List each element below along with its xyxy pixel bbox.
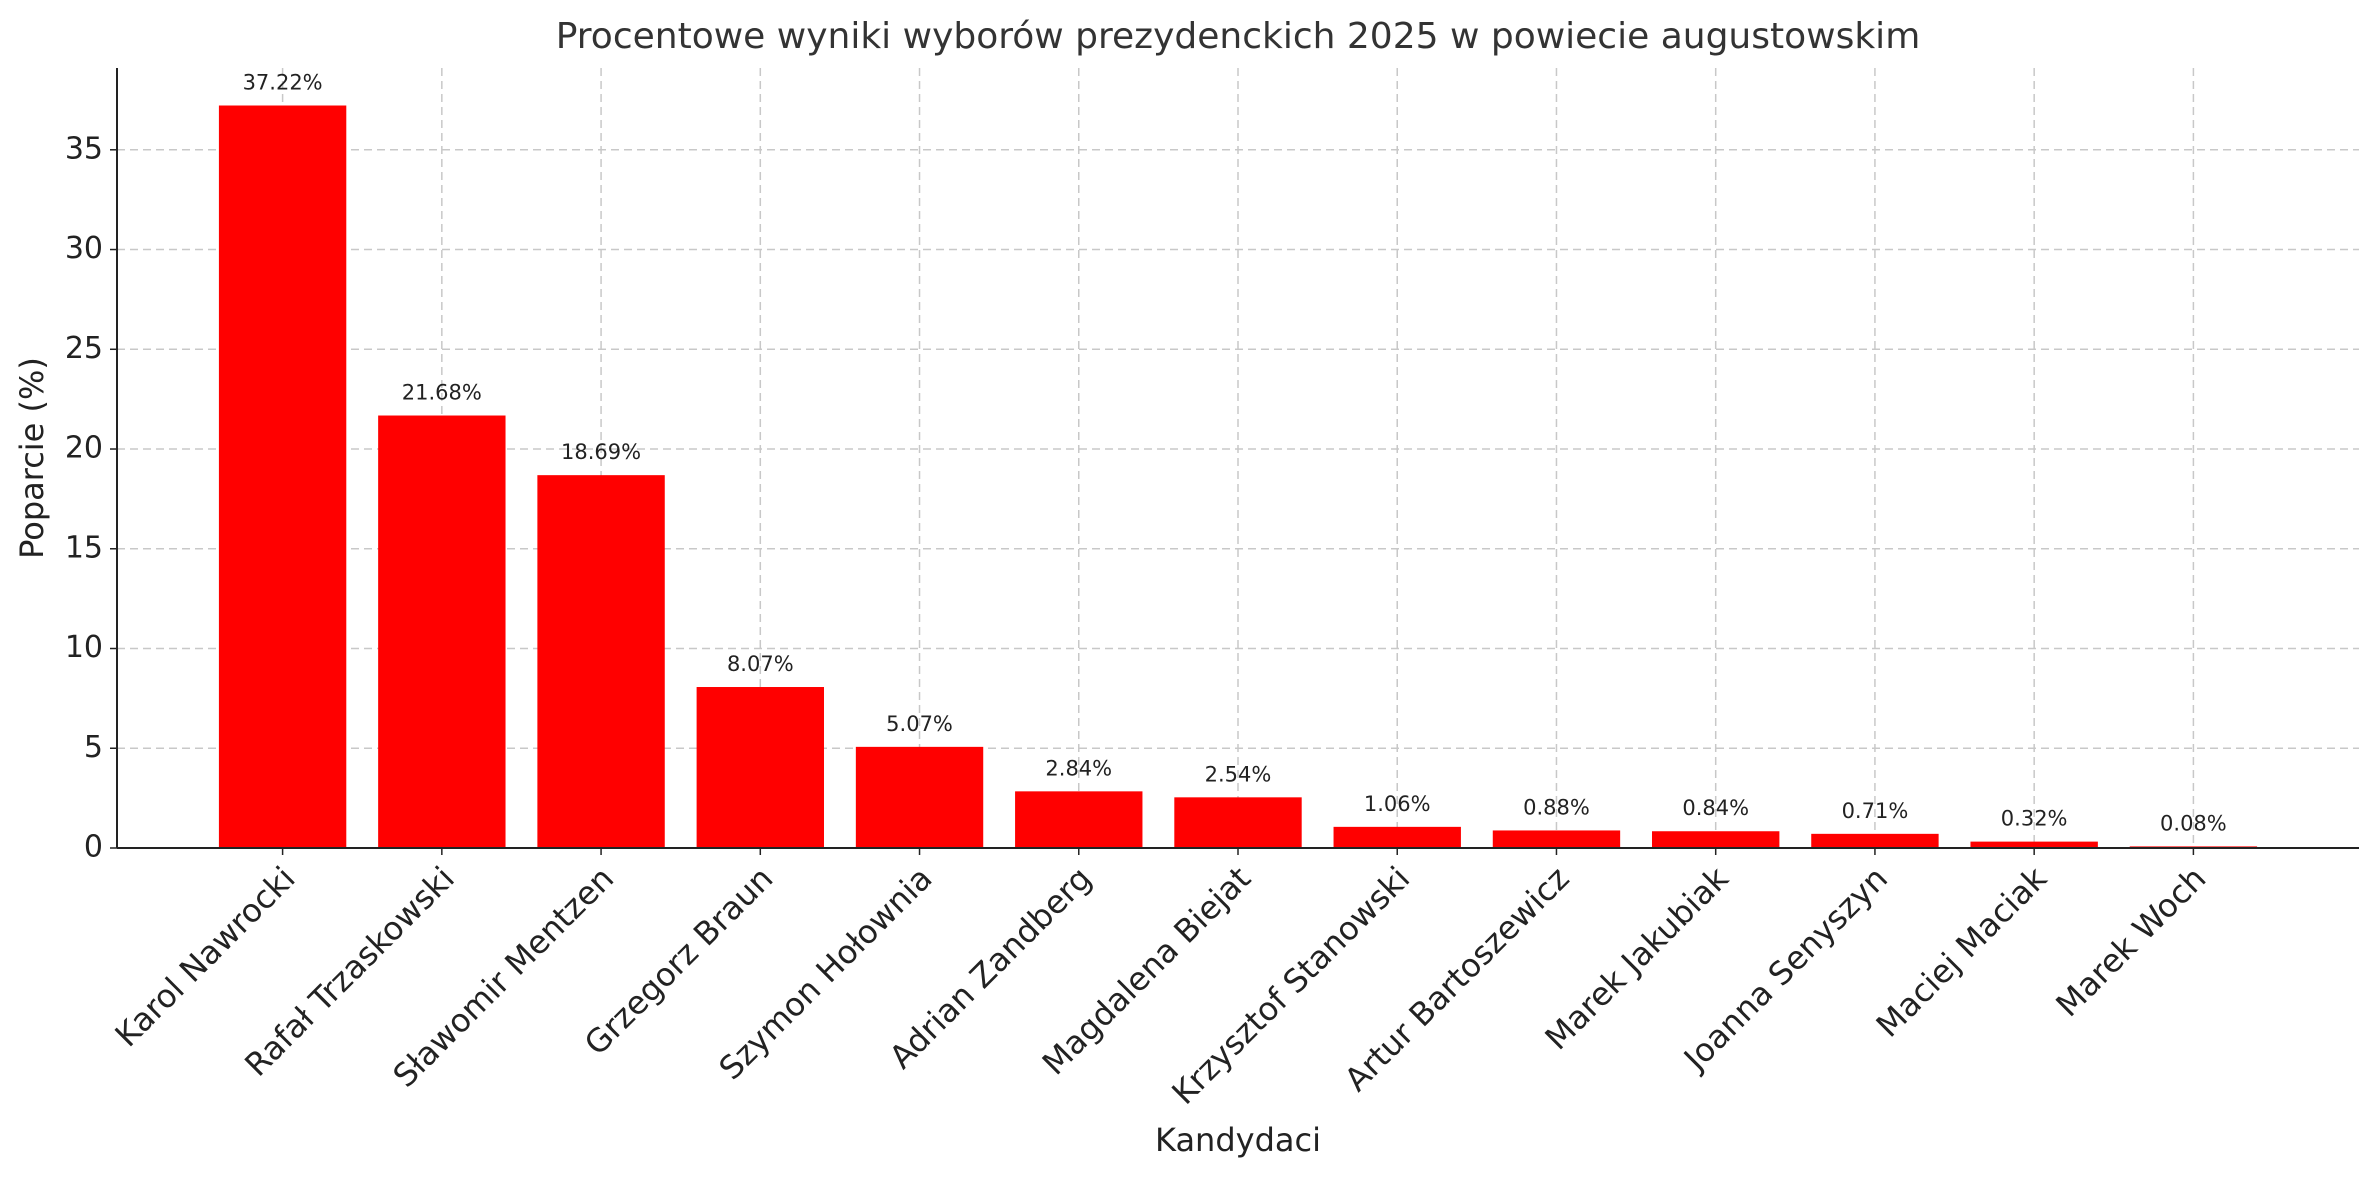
y-tick-label: 5 bbox=[84, 730, 103, 765]
value-label: 18.69% bbox=[561, 440, 641, 464]
value-label: 21.68% bbox=[402, 381, 482, 405]
bar bbox=[1970, 841, 2098, 848]
value-label: 0.08% bbox=[2160, 811, 2227, 835]
value-label: 0.32% bbox=[2001, 807, 2068, 831]
bar bbox=[1492, 830, 1621, 848]
bar bbox=[696, 687, 824, 848]
value-label: 8.07% bbox=[727, 652, 794, 676]
value-label: 5.07% bbox=[886, 712, 953, 736]
bar bbox=[1333, 826, 1461, 848]
y-tick-label: 0 bbox=[84, 830, 103, 865]
bar bbox=[1174, 797, 1302, 848]
bar bbox=[218, 105, 347, 848]
value-label: 0.88% bbox=[1523, 795, 1590, 819]
bar bbox=[1015, 791, 1143, 848]
bar bbox=[855, 746, 984, 848]
value-label: 0.71% bbox=[1842, 799, 1909, 823]
bar bbox=[1811, 833, 1939, 848]
y-tick-label: 25 bbox=[65, 331, 103, 366]
value-label: 2.84% bbox=[1045, 756, 1112, 780]
bar bbox=[1652, 831, 1780, 848]
chart-title: Procentowe wyniki wyborów prezydenckich … bbox=[556, 16, 1921, 57]
bar bbox=[537, 475, 665, 848]
y-tick-label: 30 bbox=[65, 231, 103, 266]
value-label: 2.54% bbox=[1205, 762, 1272, 786]
bar bbox=[378, 415, 506, 848]
value-label: 1.06% bbox=[1364, 792, 1431, 816]
y-tick-label: 15 bbox=[65, 530, 103, 565]
y-tick-label: 10 bbox=[65, 630, 103, 665]
y-axis-label: Poparcie (%) bbox=[13, 357, 51, 559]
value-label: 37.22% bbox=[243, 71, 323, 95]
y-tick-label: 20 bbox=[65, 431, 103, 466]
y-tick-label: 35 bbox=[65, 131, 103, 166]
x-axis-label: Kandydaci bbox=[1155, 1121, 1321, 1159]
x-tick-label: Maciej Maciak bbox=[1869, 859, 2055, 1045]
value-label: 0.84% bbox=[1682, 796, 1749, 820]
x-tick-label: Marek Woch bbox=[2048, 859, 2213, 1024]
